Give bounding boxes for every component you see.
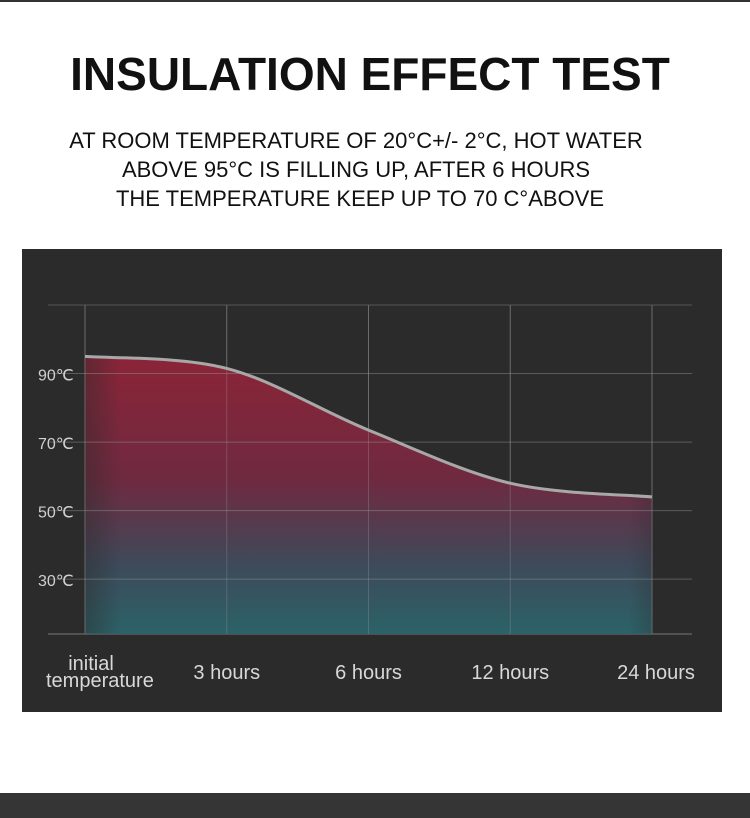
y-tick-label: 70℃ xyxy=(38,436,74,453)
subtitle: ABOVE 95°C IS FILLING UP, AFTER 6 HOURS xyxy=(122,157,590,182)
area xyxy=(85,356,652,634)
subtitle: AT ROOM TEMPERATURE OF 20°C+/- 2°C, HOT … xyxy=(69,128,643,153)
y-tick-label: 30℃ xyxy=(38,573,74,590)
x-tick-label: 6 hours xyxy=(335,662,402,684)
bottom-bar xyxy=(0,793,750,818)
x-tick-label: 3 hours xyxy=(193,662,261,684)
top-rule xyxy=(0,0,750,2)
x-tick-label: initial temperature xyxy=(46,653,154,692)
line xyxy=(84,354,653,499)
chart-title: INSULATION EFFECT TEST xyxy=(70,48,670,100)
subtitle: THE TEMPERATURE KEEP UP TO 70 C°ABOVE xyxy=(116,186,604,211)
x-tick-label: 24 hours xyxy=(617,662,695,684)
y-tick-label: 50℃ xyxy=(38,505,74,522)
y-tick-label: 90℃ xyxy=(38,368,74,385)
x-tick-label: 12 hours xyxy=(471,662,550,684)
